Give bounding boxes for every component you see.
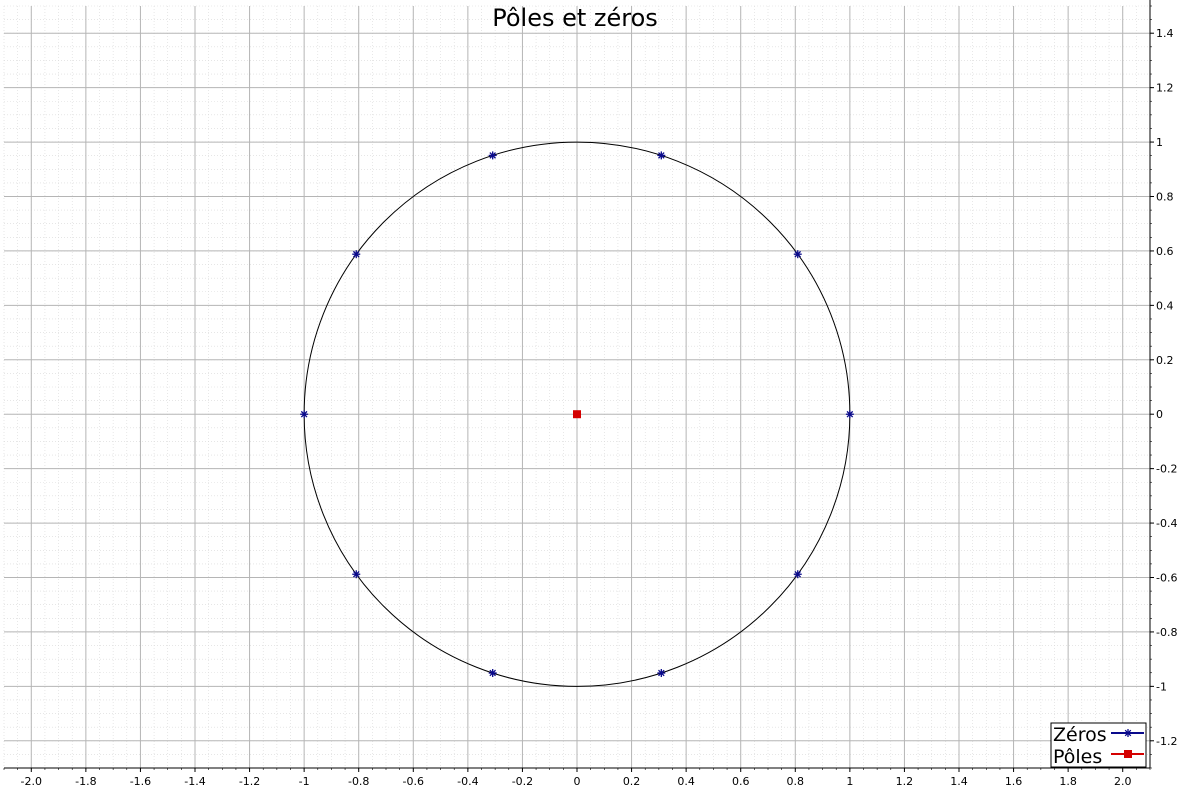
legend: Zéros Pôles [1050,722,1147,768]
zero-point [352,250,361,259]
x-tick-label: 0.8 [787,775,805,788]
zero-point [488,669,497,678]
y-tick-label: -1.2 [1156,735,1177,748]
pole-point [573,410,581,419]
x-tick-label: 0.4 [677,775,695,788]
asterisk-stroke [352,250,360,258]
x-tick-label: 1 [846,775,853,788]
zero-point [657,669,666,678]
x-tick-label: -1 [299,775,310,788]
zero-point [657,151,666,160]
x-tick-label: 1.2 [896,775,914,788]
x-tick-label: -0.6 [403,775,424,788]
zero-point [352,570,361,579]
y-tick-label: 0.4 [1156,299,1174,312]
x-tick-label: -1.2 [239,775,260,788]
asterisk-stroke [300,410,308,418]
x-tick-label: 2.0 [1114,775,1132,788]
y-tick-label: 0.6 [1156,245,1174,258]
y-tick-label: 0.2 [1156,354,1174,367]
x-tick-label: 0.6 [732,775,750,788]
series-zeros [300,151,854,678]
legend-label-poles: Pôles [1053,746,1102,768]
x-tick-label: 1.4 [950,775,968,788]
y-tick-label: 0.8 [1156,191,1174,204]
x-tick-label: -2.0 [21,775,42,788]
asterisk-stroke [489,152,496,159]
series-poles [573,410,581,419]
x-tick-label: -1.6 [130,775,151,788]
x-tick-label: -1.8 [75,775,96,788]
y-tick-label: 1.2 [1156,82,1174,95]
y-tick-label: 0 [1156,408,1163,421]
asterisk-stroke [658,669,665,677]
y-tick-label: -0.6 [1156,572,1177,585]
asterisk-stroke [794,570,802,578]
asterisk-stroke [846,410,854,418]
zero-point [488,151,497,160]
x-tick-label: 0.2 [623,775,641,788]
zero-point [845,410,854,419]
zero-point [793,250,802,259]
asterisk-stroke [352,570,360,578]
x-tick-label: 1.6 [1005,775,1023,788]
legend-label-zeros: Zéros [1053,724,1107,746]
legend-marker-poles [1124,750,1132,758]
zero-point [300,410,309,419]
legend-asterisk [1124,729,1132,737]
zero-point [793,570,802,579]
legend-marker-zeros [1124,729,1132,737]
x-tick-label: -0.8 [348,775,369,788]
asterisk-stroke [794,250,802,258]
asterisk-stroke [1124,729,1132,737]
y-axis-ticks: 1.4 1.2 1 0.8 0.6 0.4 0.2 0 -0.2 -0.4 -0.6 -0.8 -1 -1… [1150,5,1177,769]
y-tick-label: -1 [1156,680,1167,693]
y-tick-label: -0.2 [1156,463,1177,476]
y-tick-label: 1.4 [1156,27,1174,40]
x-axis-ticks: -2.0 -1.8 -1.6 -1.4 -1.2 -1 -0.8 -0.6 -0.4 -0.2 0 0… [3,768,1151,788]
y-tick-label: -0.4 [1156,517,1177,530]
asterisk-stroke [489,669,496,677]
x-tick-label: 0 [574,775,581,788]
y-tick-label: -0.8 [1156,626,1177,639]
x-tick-label: -0.4 [457,775,478,788]
x-tick-label: -0.2 [512,775,533,788]
asterisk-stroke [658,152,665,159]
series-layer [300,151,854,678]
y-tick-label: 1 [1156,136,1163,149]
x-tick-label: 1.8 [1059,775,1077,788]
chart-title: Pôles et zéros [492,4,658,32]
x-tick-label: -1.4 [184,775,205,788]
